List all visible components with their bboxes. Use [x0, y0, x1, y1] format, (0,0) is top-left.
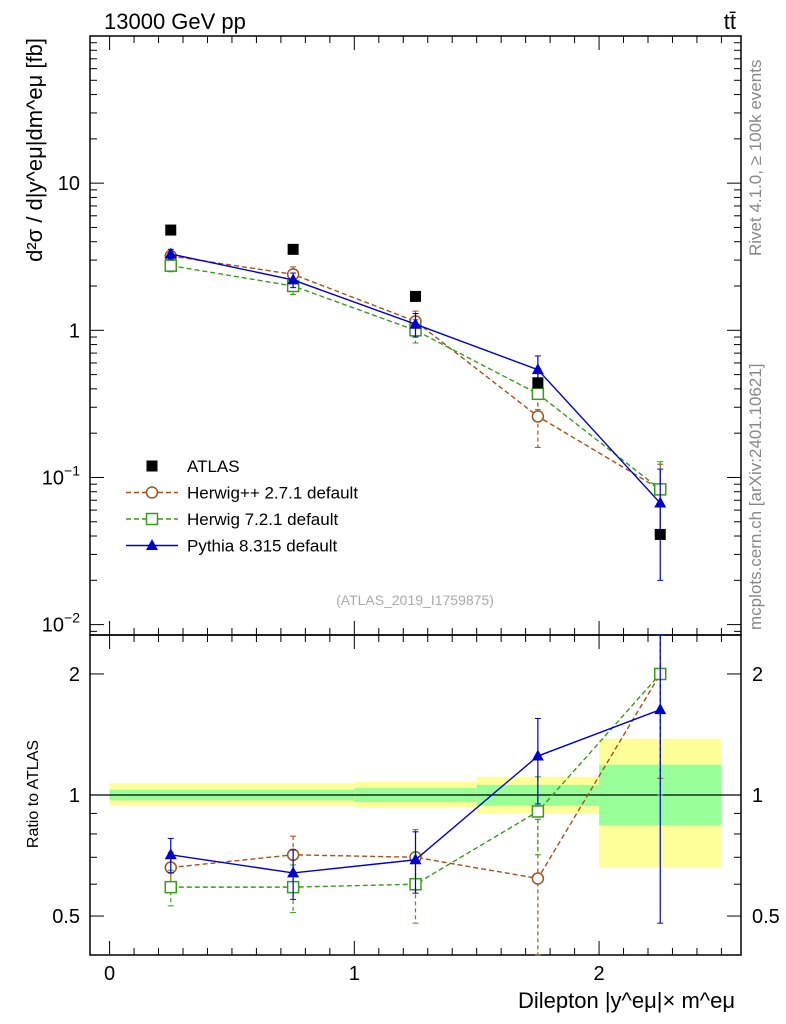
x-tick-label: 2: [593, 963, 604, 985]
ratio-y-tick-label: 0.5: [52, 906, 80, 928]
legend-marker-herwigpp: [145, 486, 159, 499]
legend-marker-herwig7: [145, 512, 159, 526]
data-point-herwig7: [164, 880, 178, 894]
data-point-pythia: [287, 273, 300, 285]
data-point-herwig7: [531, 805, 545, 818]
data-point-pythia: [654, 703, 667, 715]
source-label: mcplots.cern.ch [arXiv:2401.10621]: [746, 364, 765, 630]
data-point-pythia: [164, 848, 177, 860]
data-point-pythia: [531, 749, 544, 761]
data-point-atlas: [410, 290, 421, 302]
legend-label-pythia: Pythia 8.315 default: [187, 537, 338, 556]
main-y-tick-label: 10: [58, 173, 80, 195]
data-point-pythia: [164, 247, 177, 259]
main-series-line-herwigpp: [170, 255, 661, 490]
main-y-tick-label: 1: [69, 320, 80, 342]
ratio-y-axis-label: Ratio to ATLAS: [25, 740, 42, 848]
data-point-herwigpp: [531, 410, 545, 423]
ratio-y-tick-label-right: 1: [752, 785, 763, 807]
x-tick-label: 0: [104, 963, 115, 985]
legend-label-herwig7: Herwig 7.2.1 default: [187, 510, 338, 529]
analysis-tag: (ATLAS_2019_I1759875): [336, 592, 494, 608]
data-point-pythia: [287, 866, 300, 878]
x-tick-label: 1: [349, 963, 360, 985]
data-point-atlas: [654, 528, 666, 540]
data-point-pythia: [409, 853, 422, 865]
ratio-y-tick-label-right: 2: [752, 664, 763, 686]
x-axis-label: Dilepton |y^eμ|× m^eμ: [518, 988, 735, 1013]
data-point-herwigpp: [531, 872, 545, 885]
data-point-pythia: [531, 363, 544, 375]
ratio-y-tick-label-right: 0.5: [752, 906, 780, 928]
data-point-herwig7: [531, 387, 545, 401]
legend-marker-atlas: [146, 460, 158, 472]
ratio-y-tick-label: 2: [69, 664, 80, 686]
data-point-pythia: [654, 496, 667, 508]
main-y-axis-label: d²σ / d|y^eμ|dm^eμ [fb]: [22, 38, 47, 262]
chart-title: 13000 GeV pp: [104, 9, 246, 34]
main-y-tick-label: 10−1: [42, 462, 80, 489]
main-series-line-herwig7: [170, 264, 661, 490]
ratio-series-line-herwigpp: [170, 673, 661, 880]
data-point-atlas: [287, 243, 299, 255]
data-point-pythia: [409, 317, 422, 329]
ratio-y-tick-label: 1: [69, 785, 80, 807]
rivet-version-label: Rivet 4.1.0, ≥ 100k events: [746, 60, 765, 256]
data-point-atlas: [165, 224, 177, 236]
process-label: tt̄: [724, 9, 736, 34]
data-point-herwig7: [164, 259, 178, 272]
legend-marker-pythia: [146, 539, 158, 550]
main-y-tick-label: 10−2: [42, 610, 80, 637]
data-point-atlas: [532, 377, 544, 389]
legend-label-atlas: ATLAS: [187, 457, 240, 476]
legend-label-herwigpp: Herwig++ 2.7.1 default: [187, 484, 358, 503]
